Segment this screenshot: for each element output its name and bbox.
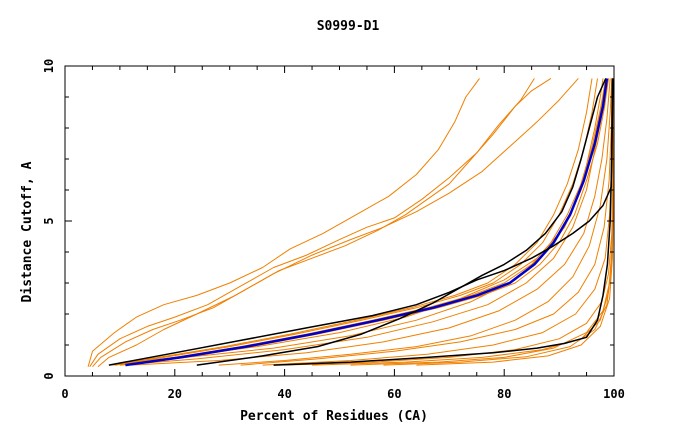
series-line-model-5 [108, 78, 604, 366]
y-tick-label: 0 [42, 372, 56, 379]
x-tick-label: 40 [277, 387, 291, 401]
y-tick-label: 10 [42, 59, 56, 73]
series-line-model-4 [97, 78, 579, 368]
series-line-model-7 [119, 78, 609, 366]
y-axis-title: Distance Cutoff, A [20, 161, 35, 302]
series-line-model-13 [312, 78, 614, 366]
series-line-model-10 [240, 78, 613, 366]
x-axis-title: Percent of Residues (CA) [240, 409, 428, 424]
x-tick-label: 100 [603, 387, 625, 401]
series-line-model-3 [92, 77, 552, 368]
series-line-model-2 [89, 78, 535, 367]
chart-title: S0999-D1 [317, 19, 380, 34]
series-line-model-9 [218, 78, 613, 366]
series-line-model-15 [383, 78, 615, 366]
axes: 0 20 40 60 80 100 0 5 10 [42, 59, 625, 401]
series-line-model-6 [114, 78, 607, 366]
series-line-reference-upper [108, 78, 614, 366]
series-line-model-11 [262, 78, 614, 366]
y-tick-label: 5 [42, 217, 56, 224]
x-tick-label: 20 [168, 387, 182, 401]
series-line-model-16 [416, 78, 615, 366]
x-tick-label: 60 [387, 387, 401, 401]
x-tick-label: 80 [497, 387, 511, 401]
series-line-model-17 [114, 78, 598, 366]
series-line-reference-middle [196, 78, 607, 366]
series-line-model-1 [87, 78, 480, 367]
series-line-model-8 [130, 78, 611, 366]
plot-area [87, 77, 615, 368]
series-line-model-20 [111, 78, 593, 366]
x-tick-label: 0 [61, 387, 68, 401]
series-line-model-highlight [125, 78, 609, 367]
